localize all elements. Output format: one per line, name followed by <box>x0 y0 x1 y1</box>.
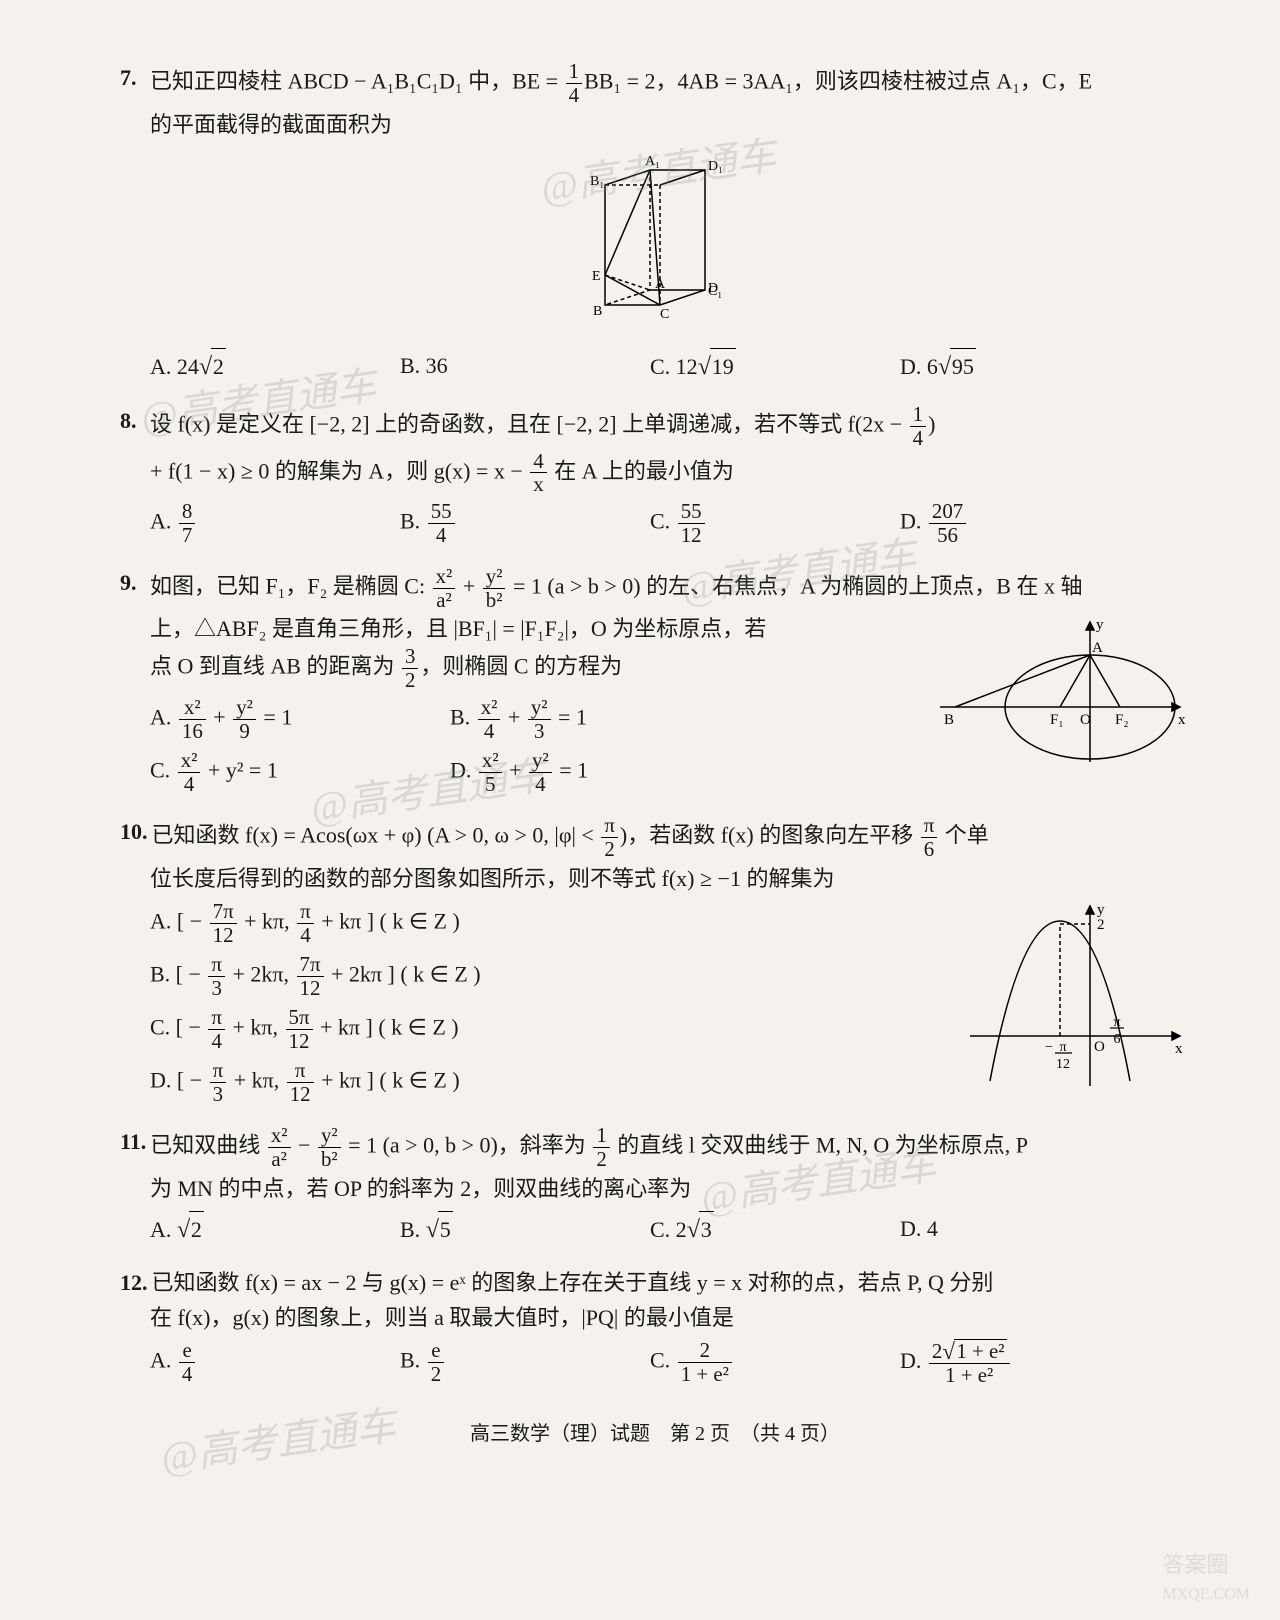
frac: 14 <box>566 60 582 107</box>
q10-options: A. [ − 7π12 + kπ, π4 + kπ ] ( k ∈ Z ) B.… <box>150 896 950 1112</box>
label-x: x <box>1175 1041 1183 1057</box>
q8-number: 8. <box>120 403 146 438</box>
q10-option-c: C. [ − π4 + kπ, 5π12 + kπ ] ( k ∈ Z ) <box>150 1006 950 1053</box>
q7-option-a: A. 242 <box>150 348 390 384</box>
label-E: E <box>592 269 601 284</box>
q8-option-c: C. 5512 <box>650 500 890 547</box>
q9-option-c: C. x²4 + y² = 1 <box>150 749 430 796</box>
question-8: 8. 设 f(x) 是定义在 [−2, 2] 上的奇函数，且在 [−2, 2] … <box>120 403 1190 554</box>
question-12: 12. 已知函数 f(x) = ax − 2 与 g(x) = eˣ 的图象上存… <box>120 1265 1190 1393</box>
q11-option-d: D. 4 <box>900 1211 1140 1247</box>
svg-text:6: 6 <box>1114 1032 1121 1047</box>
q8-option-b: B. 554 <box>400 500 640 547</box>
q7-number: 7. <box>120 60 146 95</box>
question-9: 9. 如图，已知 F₁，F₂ 是椭圆 C: x²a² + y²b² = 1 (a… <box>120 565 1190 802</box>
label-B1: B₁ <box>590 174 604 189</box>
q9-options: A. x²16 + y²9 = 1 B. x²4 + y²3 = 1 C. x²… <box>150 696 920 802</box>
q11-text: 已知双曲线 x²a² − y²b² = 1 (a > 0, b > 0)，斜率为… <box>150 1124 1190 1171</box>
q10-text: 已知函数 f(x) = Acos(ωx + φ) (A > 0, ω > 0, … <box>152 814 1191 861</box>
q10-option-d: D. [ − π3 + kπ, π12 + kπ ] ( k ∈ Z ) <box>150 1059 950 1106</box>
label-A1: A₁ <box>645 154 660 169</box>
q11-options: A. 2 B. 5 C. 23 D. 4 <box>150 1211 1190 1253</box>
q9-text-part: 上，△ABF₂ 是直角三角形，且 |BF₁| = |F₁F₂|，O 为坐标原点，… <box>150 612 920 802</box>
label-O: O <box>1080 712 1091 728</box>
q11-option-a: A. 2 <box>150 1211 390 1247</box>
q10-option-b: B. [ − π3 + 2kπ, 7π12 + 2kπ ] ( k ∈ Z ) <box>150 953 950 1000</box>
q9-option-b: B. x²4 + y²3 = 1 <box>450 696 730 743</box>
question-11: 11. 已知双曲线 x²a² − y²b² = 1 (a > 0, b > 0)… <box>120 1124 1190 1252</box>
q11-option-b: B. 5 <box>400 1211 640 1247</box>
q11-option-c: C. 23 <box>650 1211 890 1247</box>
q8-options: A. 87 B. 554 C. 5512 D. 20756 <box>150 500 1190 553</box>
label-A: A <box>655 277 666 292</box>
svg-text:12: 12 <box>1056 1057 1070 1072</box>
label-y: y <box>1096 617 1104 633</box>
label-B: B <box>593 304 602 319</box>
label-B: B <box>944 712 954 728</box>
q11-number: 11. <box>120 1124 146 1159</box>
q7-text: 已知正四棱柱 ABCD − A₁B₁C₁D₁ 中，BE = 14BB₁ = 2，… <box>150 60 1190 107</box>
label-A: A <box>1092 640 1103 656</box>
q9-text: 如图，已知 F₁，F₂ 是椭圆 C: x²a² + y²b² = 1 (a > … <box>150 565 1190 612</box>
q7-options: A. 242 B. 36 C. 1219 D. 695 <box>150 348 1190 390</box>
q12-number: 12. <box>120 1265 148 1300</box>
page-footer: 高三数学（理）试题 第 2 页 （共 4 页） <box>120 1418 1190 1450</box>
q9-option-d: D. x²5 + y²4 = 1 <box>450 749 730 796</box>
label-x: x <box>1178 712 1186 728</box>
label-F2: F₂ <box>1115 712 1129 728</box>
q10-option-a: A. [ − 7π12 + kπ, π4 + kπ ] ( k ∈ Z ) <box>150 900 950 947</box>
q9-figure: y x A B F₁ F₂ O <box>930 612 1190 782</box>
q12-option-d: D. 21 + e²1 + e² <box>900 1339 1140 1387</box>
q8-option-d: D. 20756 <box>900 500 1140 547</box>
label-y: y <box>1097 902 1105 918</box>
q9-number: 9. <box>120 565 146 600</box>
q12-option-c: C. 21 + e² <box>650 1339 890 1387</box>
label-2: 2 <box>1097 917 1105 933</box>
q8-option-a: A. 87 <box>150 500 390 547</box>
q12-option-b: B. e2 <box>400 1339 640 1387</box>
q7-option-d: D. 695 <box>900 348 1140 384</box>
q12-options: A. e4 B. e2 C. 21 + e² D. 21 + e²1 + e² <box>150 1339 1190 1393</box>
label-D1: D₁ <box>708 159 723 174</box>
q7-option-c: C. 1219 <box>650 348 890 384</box>
q10-number: 10. <box>120 814 148 849</box>
label-D: D <box>708 281 718 296</box>
label-O: O <box>1094 1039 1105 1055</box>
q7-figure: A₁ B₁ C₁ D₁ A B C D E <box>120 150 1190 340</box>
q7-option-b: B. 36 <box>400 348 640 384</box>
question-10: 10. 已知函数 f(x) = Acos(ωx + φ) (A > 0, ω >… <box>120 814 1190 1112</box>
q9-option-a: A. x²16 + y²9 = 1 <box>150 696 430 743</box>
q7-text-line2: 的平面截得的截面面积为 <box>150 107 1190 142</box>
svg-text:−: − <box>1045 1040 1053 1055</box>
question-7: 7. 已知正四棱柱 ABCD − A₁B₁C₁D₁ 中，BE = 14BB₁ =… <box>120 60 1190 391</box>
q8-text-line2: + f(1 − x) ≥ 0 的解集为 A，则 g(x) = x − 4x 在 … <box>150 450 1190 497</box>
bottom-watermark: 答案圈 MXQE.COM <box>1162 1547 1250 1608</box>
q8-text: 设 f(x) 是定义在 [−2, 2] 上的奇函数，且在 [−2, 2] 上单调… <box>150 403 1190 450</box>
q12-text: 已知函数 f(x) = ax − 2 与 g(x) = eˣ 的图象上存在关于直… <box>152 1265 1191 1300</box>
q12-option-a: A. e4 <box>150 1339 390 1387</box>
label-F1: F₁ <box>1050 712 1064 728</box>
q10-figure: y x 2 O π 6 − π 12 <box>960 896 1190 1106</box>
label-C: C <box>660 307 669 322</box>
